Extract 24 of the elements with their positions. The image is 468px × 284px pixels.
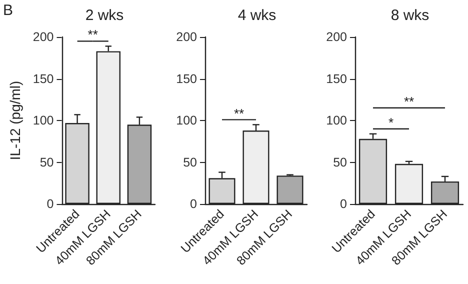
y-tick-label: 100	[176, 114, 198, 128]
y-tick-label: 50	[333, 155, 348, 170]
annotation: **	[234, 106, 244, 121]
text: B	[3, 2, 14, 19]
y-tick-label: 0	[190, 197, 198, 211]
y-tick-label: 200	[326, 30, 348, 44]
y-tick-label: 0	[340, 197, 348, 211]
y-tick-label: 0	[46, 197, 54, 211]
y-tick-label: 100	[326, 114, 348, 128]
y-tick-label: 150	[176, 72, 198, 86]
chart-title: 8 wks	[390, 7, 430, 24]
chart-title: 2 wks	[85, 7, 124, 24]
y-tick-label: 200	[32, 30, 54, 44]
y-tick-label: 150	[326, 72, 348, 86]
chart-title: 4 wks	[238, 7, 276, 24]
annotation: **	[88, 27, 98, 42]
y-tick-label: 50	[183, 155, 198, 170]
y-tick-label: 150	[32, 72, 54, 86]
annotation: **	[404, 94, 414, 109]
y-tick-label: 50	[40, 155, 54, 170]
y-tick-label: 100	[32, 114, 54, 128]
y-tick-label: 200	[176, 30, 198, 44]
annotation: *	[388, 114, 394, 130]
y-axis-title: IL-12 (pg/ml)	[7, 80, 23, 160]
